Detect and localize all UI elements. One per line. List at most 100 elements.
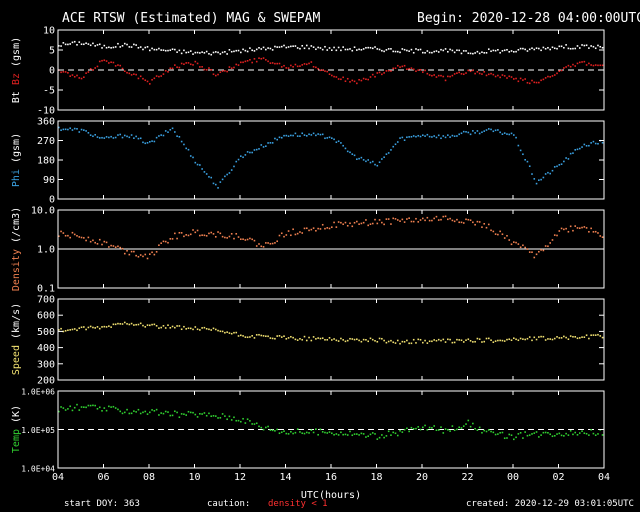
data-point bbox=[296, 232, 299, 235]
data-point bbox=[94, 327, 96, 329]
data-point bbox=[280, 136, 283, 139]
data-point bbox=[490, 128, 492, 131]
data-point bbox=[456, 338, 458, 341]
series-phi bbox=[58, 126, 604, 189]
data-point bbox=[551, 75, 554, 77]
data-point bbox=[396, 339, 399, 342]
data-point bbox=[108, 405, 110, 408]
data-point bbox=[549, 433, 551, 436]
data-point bbox=[80, 77, 83, 80]
data-point bbox=[513, 134, 515, 136]
data-point bbox=[594, 230, 597, 233]
data-point bbox=[597, 333, 599, 336]
data-point bbox=[506, 234, 508, 237]
data-point bbox=[217, 73, 219, 76]
data-point bbox=[472, 69, 474, 72]
data-point bbox=[287, 230, 290, 232]
data-point bbox=[362, 338, 365, 341]
data-point bbox=[433, 217, 435, 220]
data-point bbox=[128, 46, 131, 48]
data-point bbox=[403, 139, 406, 142]
data-point bbox=[226, 173, 228, 176]
data-point bbox=[219, 330, 222, 333]
data-point bbox=[71, 41, 74, 44]
data-point bbox=[499, 431, 501, 434]
data-point bbox=[319, 428, 322, 431]
data-point bbox=[230, 50, 233, 53]
data-point bbox=[401, 340, 404, 343]
data-point bbox=[501, 339, 504, 342]
data-point bbox=[189, 411, 192, 414]
data-point bbox=[212, 73, 215, 76]
data-point bbox=[360, 49, 363, 51]
data-point bbox=[176, 135, 178, 137]
data-point bbox=[194, 413, 197, 416]
data-point bbox=[285, 432, 288, 435]
data-point bbox=[119, 133, 122, 136]
data-point bbox=[171, 48, 174, 51]
data-point bbox=[588, 230, 590, 233]
data-point bbox=[553, 234, 556, 236]
data-point bbox=[535, 431, 538, 433]
data-point bbox=[176, 237, 178, 240]
data-point bbox=[385, 341, 388, 344]
data-point bbox=[465, 339, 467, 341]
data-point bbox=[344, 147, 347, 150]
data-point bbox=[139, 322, 142, 325]
data-point bbox=[285, 67, 288, 69]
data-point bbox=[108, 136, 110, 139]
data-point bbox=[569, 152, 572, 155]
data-point bbox=[301, 44, 304, 47]
data-point bbox=[103, 44, 106, 47]
data-point bbox=[123, 134, 126, 137]
data-point bbox=[171, 67, 174, 70]
data-point bbox=[410, 220, 413, 223]
data-point bbox=[588, 144, 590, 147]
series-temp bbox=[58, 403, 604, 441]
data-point bbox=[346, 150, 349, 153]
data-point bbox=[574, 65, 577, 67]
data-point bbox=[87, 236, 90, 239]
data-point bbox=[78, 41, 81, 43]
data-point bbox=[269, 142, 272, 144]
data-point bbox=[114, 65, 117, 67]
data-point bbox=[317, 67, 319, 70]
data-point bbox=[515, 338, 517, 341]
data-point bbox=[149, 140, 151, 143]
data-point bbox=[251, 238, 253, 241]
data-point bbox=[590, 429, 592, 431]
data-point bbox=[540, 178, 542, 181]
data-point bbox=[292, 134, 294, 137]
data-point bbox=[358, 434, 360, 436]
data-point bbox=[130, 46, 133, 48]
data-point bbox=[126, 323, 128, 325]
data-point bbox=[383, 156, 385, 159]
data-point bbox=[569, 335, 572, 337]
y-tick-label: 600 bbox=[37, 311, 55, 322]
data-point bbox=[481, 131, 483, 134]
data-point bbox=[597, 64, 599, 67]
data-point bbox=[462, 425, 465, 427]
data-point bbox=[510, 243, 513, 246]
data-point bbox=[578, 147, 581, 150]
data-point bbox=[346, 77, 349, 80]
data-point bbox=[251, 61, 253, 64]
data-point bbox=[305, 63, 308, 66]
data-point bbox=[60, 129, 62, 132]
data-point bbox=[276, 240, 278, 243]
data-point bbox=[576, 337, 579, 340]
data-point bbox=[185, 147, 187, 150]
data-point bbox=[294, 338, 297, 341]
data-point bbox=[365, 46, 367, 49]
data-point bbox=[98, 43, 101, 46]
data-point bbox=[590, 334, 592, 337]
data-point bbox=[494, 433, 497, 436]
data-point bbox=[253, 423, 256, 425]
data-point bbox=[303, 63, 306, 65]
y-tick-label: 270 bbox=[37, 136, 55, 147]
data-point bbox=[353, 338, 356, 341]
data-point bbox=[549, 172, 551, 175]
data-point bbox=[292, 66, 294, 68]
data-point bbox=[567, 47, 570, 50]
chart-title: ACE RTSW (Estimated) MAG & SWEPAM bbox=[62, 11, 321, 26]
